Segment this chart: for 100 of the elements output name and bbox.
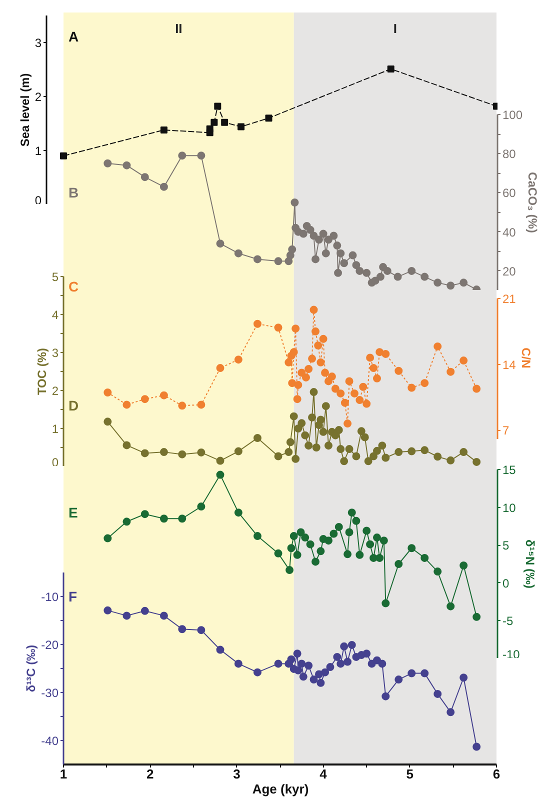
point xyxy=(286,566,294,574)
point xyxy=(104,606,112,614)
point xyxy=(378,442,386,450)
point xyxy=(306,540,314,548)
point xyxy=(336,389,345,398)
point xyxy=(372,446,381,455)
point xyxy=(380,536,388,545)
point xyxy=(382,350,390,358)
y-tick-label: 7 xyxy=(502,424,510,438)
point xyxy=(274,549,282,558)
band-label: II xyxy=(175,21,182,36)
point xyxy=(122,518,131,526)
point xyxy=(274,257,282,266)
y-tick-label: 1 xyxy=(52,422,59,436)
point xyxy=(274,324,282,332)
point xyxy=(274,660,282,668)
y-tick-label: 3 xyxy=(34,36,42,50)
point xyxy=(362,650,371,658)
point xyxy=(372,534,381,542)
y-tick-label: 80 xyxy=(502,147,516,162)
point xyxy=(336,445,345,454)
y-tick-label: 20 xyxy=(502,264,516,278)
point xyxy=(334,426,343,434)
point xyxy=(304,365,313,373)
point xyxy=(394,366,403,375)
point xyxy=(312,255,320,264)
point xyxy=(420,669,429,678)
point xyxy=(408,447,416,456)
point xyxy=(216,646,224,654)
point xyxy=(446,368,455,376)
y-axis-title: δ¹³C (‰) xyxy=(24,644,38,692)
point xyxy=(420,554,429,562)
point xyxy=(344,420,352,428)
point xyxy=(362,268,371,277)
point xyxy=(446,282,455,290)
point xyxy=(216,240,224,248)
point xyxy=(122,612,131,620)
point xyxy=(330,232,338,240)
point xyxy=(460,674,468,682)
point xyxy=(383,266,392,275)
point xyxy=(434,568,442,576)
point xyxy=(336,660,345,668)
point xyxy=(359,382,368,391)
point xyxy=(298,660,306,668)
annotation: B xyxy=(68,184,79,200)
point xyxy=(287,544,296,552)
point xyxy=(340,457,348,466)
point xyxy=(348,508,356,517)
point xyxy=(446,456,455,464)
point xyxy=(382,692,390,700)
point xyxy=(350,389,358,398)
point xyxy=(216,470,224,479)
point xyxy=(293,395,302,404)
point xyxy=(293,650,302,658)
point xyxy=(178,152,186,160)
point xyxy=(290,198,299,206)
y-tick-label: 40 xyxy=(502,225,516,240)
point xyxy=(326,663,334,672)
point xyxy=(234,660,242,668)
point xyxy=(160,182,168,191)
point xyxy=(420,272,429,281)
point xyxy=(345,528,354,536)
y-tick-label: -30 xyxy=(41,686,59,700)
point xyxy=(333,652,342,661)
point xyxy=(340,642,348,650)
point xyxy=(420,379,429,388)
point xyxy=(336,249,345,258)
point xyxy=(286,438,294,446)
point xyxy=(370,364,378,372)
point xyxy=(234,508,242,517)
point xyxy=(253,320,262,328)
point xyxy=(197,626,206,634)
annotation: C xyxy=(68,278,79,294)
y-tick-label: 4 xyxy=(52,308,59,322)
point xyxy=(316,547,325,556)
y-tick-label: -5 xyxy=(502,614,514,628)
point xyxy=(292,324,300,333)
point xyxy=(288,379,296,388)
point xyxy=(360,433,369,442)
annotation: E xyxy=(68,504,78,520)
point xyxy=(312,327,320,336)
x-tick-label: 5 xyxy=(406,766,414,782)
point xyxy=(302,373,310,382)
y-tick-label: -20 xyxy=(41,638,59,652)
y-tick-label: 2 xyxy=(52,384,59,398)
band-label: I xyxy=(393,21,397,36)
point xyxy=(356,550,364,559)
point xyxy=(322,402,330,410)
point xyxy=(340,259,348,268)
point xyxy=(370,452,378,460)
point xyxy=(394,448,403,456)
point xyxy=(322,249,330,258)
y-tick-label: 21 xyxy=(502,292,516,306)
point xyxy=(394,676,403,684)
point xyxy=(294,380,302,389)
point xyxy=(376,348,384,356)
point xyxy=(253,434,262,442)
point xyxy=(197,448,206,456)
point xyxy=(234,249,242,258)
point xyxy=(312,558,320,566)
